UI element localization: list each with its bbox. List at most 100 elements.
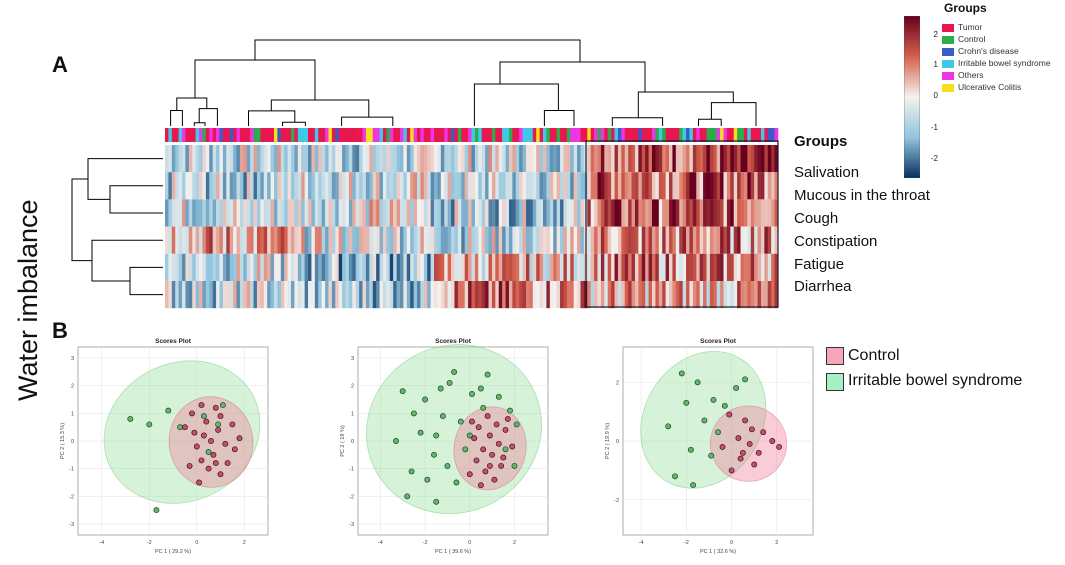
- scatter-point: [205, 465, 212, 472]
- heatmap-cell: [263, 226, 268, 254]
- heatmap-cell: [757, 281, 762, 309]
- heatmap-cell: [655, 145, 660, 173]
- heatmap-cell: [573, 145, 578, 173]
- scatter-point: [433, 498, 440, 505]
- heatmap-cell: [393, 281, 397, 309]
- heatmap-cell: [362, 281, 367, 309]
- group-bar-segment: [430, 128, 435, 142]
- group-bar-segment: [536, 128, 540, 142]
- heatmap-cell: [566, 226, 571, 254]
- heatmap-cell: [519, 172, 523, 200]
- heatmap-cell: [331, 253, 336, 281]
- row-label-mucous: Mucous in the throat: [794, 187, 930, 204]
- heatmap-cell: [706, 226, 711, 254]
- heatmap-cell: [267, 199, 271, 227]
- heatmap-cell: [675, 281, 680, 309]
- heatmap-cell: [168, 199, 173, 227]
- group-bar-segment: [393, 128, 397, 142]
- heatmap-cell: [573, 281, 578, 309]
- heatmap-cell: [638, 253, 643, 281]
- heatmap-cell: [546, 253, 551, 281]
- heatmap-cell: [468, 199, 472, 227]
- heatmap-cell: [549, 226, 554, 254]
- heatmap-cell: [515, 226, 520, 254]
- heatmap-cell: [771, 199, 775, 227]
- heatmap-cell: [594, 281, 598, 309]
- heatmap-cell: [348, 145, 353, 173]
- group-bar-segment: [219, 128, 224, 142]
- heatmap-cell: [468, 281, 472, 309]
- heatmap-cell: [478, 281, 483, 309]
- heatmap-cell: [669, 253, 673, 281]
- group-bar-segment: [621, 128, 626, 142]
- heatmap-cell: [754, 226, 758, 254]
- heatmap-cell: [216, 281, 220, 309]
- group-bar-segment: [747, 128, 752, 142]
- heatmap-cell: [372, 281, 377, 309]
- scatter-point: [399, 388, 406, 395]
- group-color-bar: [165, 128, 779, 142]
- group-bar-segment: [699, 128, 704, 142]
- heatmap-cell: [253, 226, 258, 254]
- heatmap-cell: [573, 226, 578, 254]
- group-bar-segment: [651, 128, 656, 142]
- heatmap-cell: [686, 281, 690, 309]
- heatmap-cell: [182, 253, 186, 281]
- heatmap-cell: [651, 281, 656, 309]
- dendrogram-branch: [270, 99, 370, 118]
- heatmap-cell: [365, 172, 370, 200]
- heatmap-cell: [182, 281, 186, 309]
- heatmap-cell: [682, 172, 687, 200]
- heatmap-cell: [277, 199, 282, 227]
- scatter-point: [751, 461, 758, 468]
- scatter-point: [495, 393, 502, 400]
- heatmap-cell: [444, 199, 449, 227]
- group-bar-segment: [420, 128, 425, 142]
- heatmap-cell: [335, 281, 340, 309]
- heatmap-cell: [726, 199, 731, 227]
- heatmap-cell: [597, 226, 602, 254]
- heatmap-cell: [563, 172, 568, 200]
- heatmap-cell: [273, 226, 278, 254]
- heatmap-cell: [369, 281, 374, 309]
- heatmap-cell: [587, 172, 592, 200]
- heatmap-cell: [607, 253, 612, 281]
- heatmap-cell: [665, 199, 670, 227]
- heatmap-cell: [686, 226, 690, 254]
- heatmap-cell: [243, 145, 248, 173]
- heatmap-cell: [427, 281, 432, 309]
- heatmap-cell: [352, 172, 357, 200]
- heatmap-cell: [638, 281, 643, 309]
- heatmap-cell: [767, 172, 772, 200]
- group-bar-segment: [233, 128, 237, 142]
- heatmap-cell: [318, 281, 323, 309]
- heatmap-cell: [451, 172, 455, 200]
- heatmap-cell: [301, 281, 306, 309]
- scatter-point: [205, 449, 212, 456]
- heatmap-cell: [396, 281, 401, 309]
- row-label-diarrhea: Diarrhea: [794, 278, 852, 295]
- heatmap-cell: [529, 281, 534, 309]
- heatmap-cell: [427, 253, 432, 281]
- heatmap-cell: [594, 145, 598, 173]
- heatmap-cell: [706, 199, 711, 227]
- group-bar-segment: [532, 128, 537, 142]
- scatter-point: [477, 385, 484, 392]
- group-bar-segment: [216, 128, 220, 142]
- heatmap-cell: [301, 226, 306, 254]
- heatmap-cell: [437, 199, 442, 227]
- heatmap-cell: [611, 281, 615, 309]
- heatmap-cell: [617, 145, 622, 173]
- heatmap-cell: [359, 226, 363, 254]
- group-bar-segment: [284, 128, 288, 142]
- heatmap-cell: [488, 226, 493, 254]
- heatmap-cell: [754, 145, 758, 173]
- heatmap-cell: [182, 145, 186, 173]
- heatmap-cell: [239, 172, 244, 200]
- group-bar-segment: [648, 128, 653, 142]
- heatmap-cell: [434, 172, 438, 200]
- heatmap-cell: [604, 172, 609, 200]
- heatmap-cell: [665, 226, 670, 254]
- heatmap-cell: [634, 172, 639, 200]
- heatmap-cell: [372, 226, 377, 254]
